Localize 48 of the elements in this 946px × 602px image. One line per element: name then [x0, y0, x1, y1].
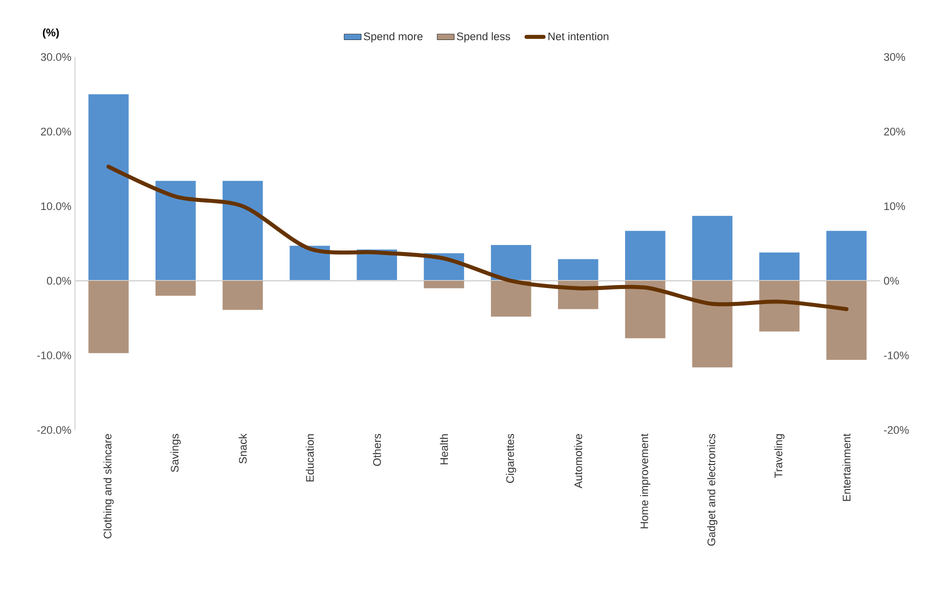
bar [826, 280, 867, 360]
y-tick-label: 30.0% [40, 53, 72, 61]
bar [490, 280, 532, 317]
line-series [106, 164, 848, 312]
y-tick-label: -20.0% [37, 426, 72, 434]
y2-tick-label: 20% [884, 128, 906, 136]
x-tick-label: Automotive [574, 434, 582, 488]
y-tick-label: 10.0% [41, 202, 72, 210]
bar [625, 230, 666, 281]
bar [222, 180, 263, 281]
x-tick-label: Health [440, 434, 448, 464]
y2-tick-label: 10% [884, 202, 906, 210]
bar [156, 280, 196, 296]
bar [826, 230, 867, 281]
legend-label: Spend less [456, 32, 510, 42]
x-tick-label: Home improvement [640, 434, 650, 528]
y-tick-label: 0.0% [46, 276, 72, 285]
y-tick-label: -10.0% [37, 352, 72, 360]
x-tick-label: Gadget and electronics [707, 434, 718, 546]
bar [692, 280, 732, 368]
x-tick-label: Others [372, 434, 381, 466]
bar [424, 280, 464, 288]
bar [290, 246, 330, 281]
x-tick-label: Cigarettes [506, 434, 516, 483]
y2-tick-label: 30% [884, 53, 906, 61]
bar [625, 280, 666, 338]
x-tick-label: Traveling [774, 434, 784, 478]
x-tick-label: Entertainment [842, 434, 850, 501]
bar [759, 280, 800, 332]
bar [156, 180, 196, 281]
y-axis-title: (%) [42, 28, 59, 39]
bar [490, 244, 532, 281]
legend-label: Net intention [548, 32, 608, 40]
bar [759, 252, 800, 281]
bar [88, 280, 129, 354]
bar [88, 94, 129, 281]
x-tick-label: Snack [238, 434, 247, 464]
x-tick-label: Education [306, 434, 314, 482]
legend-label: Spend more [364, 32, 423, 42]
bar [222, 280, 263, 310]
x-tick-label: Clothing and skincare [103, 434, 114, 538]
y2-tick-label: 0% [884, 276, 899, 285]
bar [558, 259, 598, 281]
x-tick-label: Savings [170, 434, 181, 472]
bar [692, 216, 732, 281]
y2-tick-label: -20% [884, 426, 909, 434]
y-tick-label: 20.0% [40, 128, 72, 136]
y2-tick-label: -10% [884, 352, 909, 360]
